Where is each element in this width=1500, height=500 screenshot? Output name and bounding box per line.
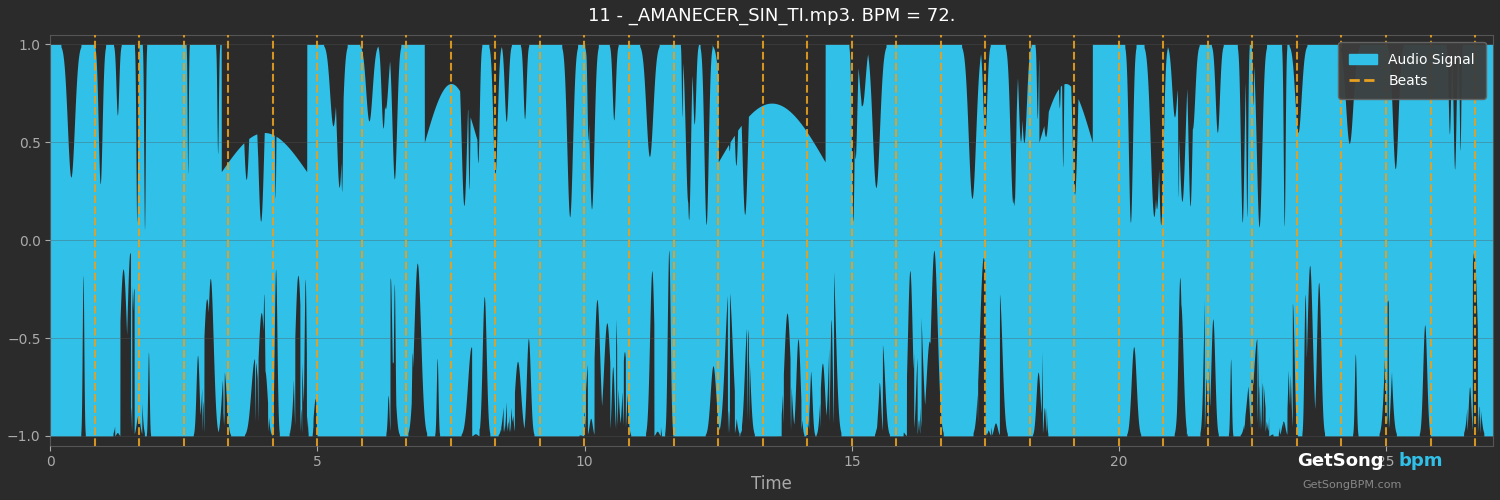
Legend: Audio Signal, Beats: Audio Signal, Beats	[1338, 42, 1486, 98]
Text: GetSongBPM.com: GetSongBPM.com	[1302, 480, 1401, 490]
Title: 11 - _AMANECER_SIN_TI.mp3. BPM = 72.: 11 - _AMANECER_SIN_TI.mp3. BPM = 72.	[588, 7, 956, 25]
Text: GetSong: GetSong	[1298, 452, 1384, 470]
Text: bpm: bpm	[1398, 452, 1443, 470]
X-axis label: Time: Time	[752, 475, 792, 493]
